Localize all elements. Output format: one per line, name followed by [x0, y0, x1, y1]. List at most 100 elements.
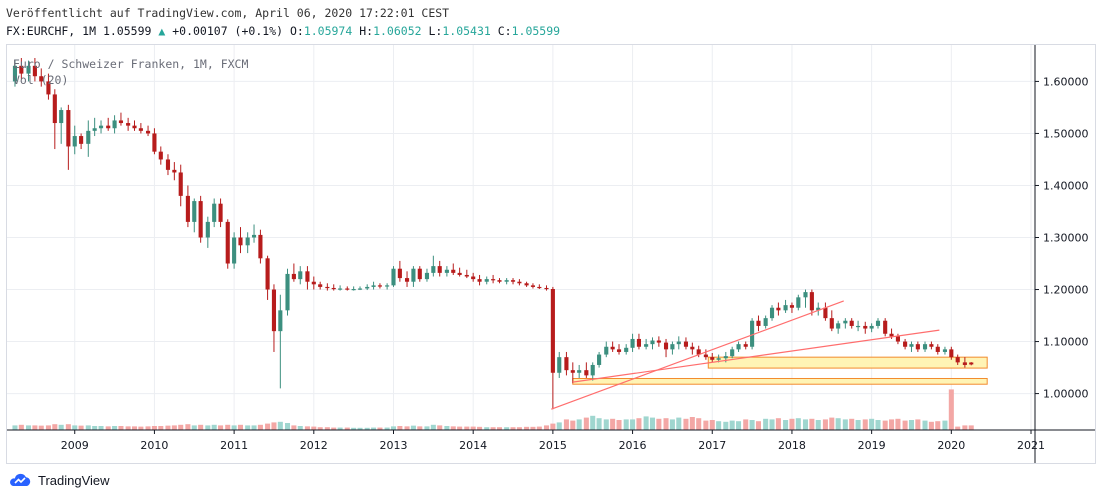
tradingview-cloud-icon [10, 473, 31, 486]
volume-bar [52, 424, 58, 430]
y-tick-label: 1.10000 [1043, 336, 1089, 349]
candle-body [875, 320, 881, 326]
chart-frame[interactable]: 1.60000 1.50000 1.40000 1.30000 1.20000 1.100… [6, 44, 1096, 464]
candle-body [616, 349, 622, 352]
candle-body [584, 370, 589, 376]
volume-bar [902, 420, 908, 430]
y-tick-label: 1.40000 [1043, 179, 1089, 192]
price-chart[interactable]: 1.60000 1.50000 1.40000 1.30000 1.20000 1.100… [7, 45, 1095, 463]
volume-bar [198, 424, 204, 430]
candle-body [484, 279, 489, 282]
volume-bar [410, 425, 416, 430]
price-change: +0.00107 (+0.1%) [172, 24, 284, 38]
candle-body [510, 280, 516, 282]
volume-bar [908, 420, 915, 430]
volume-bar [703, 420, 709, 430]
volume-bar [915, 419, 921, 430]
candle-body [19, 65, 24, 74]
volume-bar [25, 425, 32, 430]
candle-body [683, 341, 689, 347]
volume-bar [58, 424, 64, 430]
volume-bar [351, 427, 357, 430]
volume-bar [795, 418, 801, 430]
candle-body [783, 305, 788, 311]
volume-bar [536, 426, 542, 430]
candle-body [750, 320, 755, 347]
volume-bar [530, 426, 536, 430]
candle-body [271, 289, 277, 332]
candle-body [929, 344, 934, 347]
volume-indicator-label: Vol (20) [13, 73, 69, 87]
volume-bar [404, 426, 410, 430]
high-label: H: [359, 24, 374, 38]
volume-bar [437, 425, 443, 430]
volume-bar [630, 419, 636, 430]
volume-bar [490, 427, 496, 430]
candle-body [118, 120, 124, 124]
candle-body [205, 221, 210, 238]
candle-body [106, 125, 111, 129]
volume-bar [583, 417, 589, 430]
candle-body [843, 320, 848, 324]
candle-body [889, 333, 894, 337]
volume-bar [191, 425, 197, 430]
candle-body [577, 370, 582, 373]
candle-body [165, 159, 171, 170]
candle-body [676, 341, 681, 345]
candle-body [769, 307, 775, 319]
volume-bar [875, 420, 881, 430]
trendline [551, 300, 844, 410]
trendline [572, 329, 940, 383]
volume-bar [18, 424, 24, 430]
volume-bar [729, 420, 735, 430]
candle-body [610, 346, 615, 350]
volume-bar [689, 417, 695, 430]
candle-body [218, 203, 223, 222]
volume-bar [570, 420, 576, 430]
candle-body [636, 338, 641, 347]
volume-bar [384, 427, 390, 430]
support-zone [707, 356, 988, 369]
x-tick-label: 2020 [937, 439, 965, 452]
candle-body [397, 268, 402, 279]
volume-bar [656, 418, 662, 430]
volume-bar [504, 427, 510, 430]
candle-body [663, 342, 669, 350]
volume-bar [92, 426, 98, 430]
published-info: Veröffentlicht auf TradingView.com, Apri… [6, 6, 450, 20]
candle-body [491, 279, 496, 281]
volume-bar [311, 426, 317, 430]
volume-bar [245, 425, 251, 430]
candle-body [225, 221, 230, 264]
volume-bar [922, 420, 928, 430]
candle-body [789, 305, 795, 308]
candle-body [856, 325, 861, 328]
candle-body [703, 354, 708, 358]
candle-body [590, 364, 595, 376]
volume-bar [755, 421, 761, 430]
candle-body [112, 120, 117, 129]
candle-body [809, 292, 814, 311]
y-tick-label: 1.30000 [1043, 232, 1089, 245]
volume-bar [603, 419, 609, 430]
volume-bar [424, 426, 430, 430]
x-tick-label: 2019 [858, 439, 886, 452]
volume-bar [85, 425, 91, 430]
candle-body [962, 362, 967, 365]
candle-body [12, 65, 18, 82]
volume-bar [377, 427, 383, 430]
volume-bar [265, 423, 271, 430]
candle-body [763, 318, 768, 326]
volume-bar [709, 420, 715, 430]
volume-bar [676, 417, 682, 430]
volume-bar [12, 425, 18, 430]
candle-body [544, 287, 549, 290]
volume-bar [815, 420, 821, 430]
volume-bar [38, 425, 44, 430]
volume-bar [496, 427, 503, 430]
volume-bar [510, 427, 516, 430]
volume-bar [138, 426, 144, 430]
candle-body [922, 344, 928, 350]
candle-body [32, 65, 37, 77]
y-tick-label: 1.00000 [1043, 388, 1089, 401]
